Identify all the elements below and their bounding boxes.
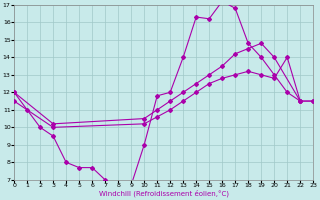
X-axis label: Windchill (Refroidissement éolien,°C): Windchill (Refroidissement éolien,°C) [99,190,229,197]
